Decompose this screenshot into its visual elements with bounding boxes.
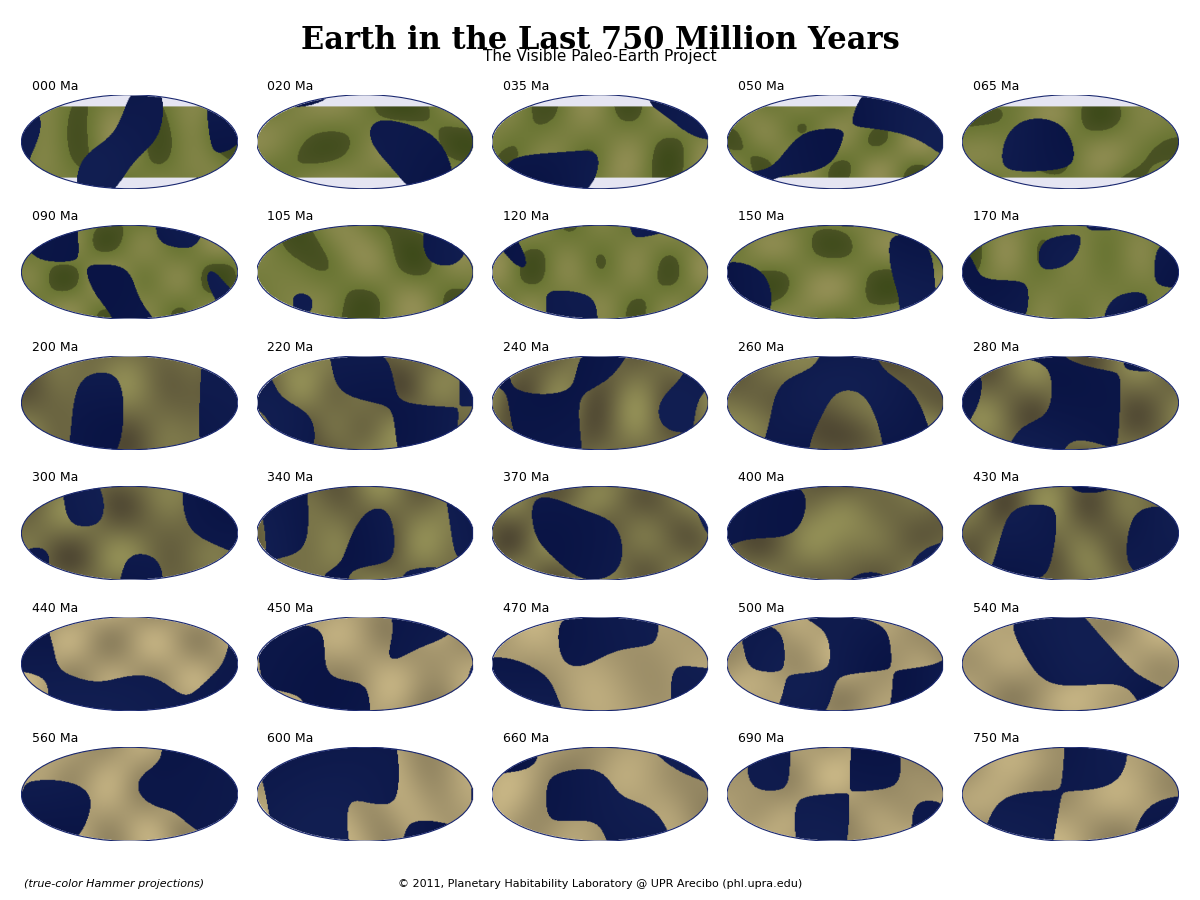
Text: 400 Ma: 400 Ma [738,472,785,484]
Text: Earth in the Last 750 Million Years: Earth in the Last 750 Million Years [301,25,899,56]
Text: (true-color Hammer projections): (true-color Hammer projections) [24,879,204,889]
Text: 105 Ma: 105 Ma [268,211,314,223]
Text: 430 Ma: 430 Ma [973,472,1019,484]
Text: 065 Ma: 065 Ma [973,80,1020,93]
Text: 470 Ma: 470 Ma [503,602,550,615]
Text: 500 Ma: 500 Ma [738,602,785,615]
Text: 540 Ma: 540 Ma [973,602,1020,615]
Text: 300 Ma: 300 Ma [32,472,79,484]
Text: 220 Ma: 220 Ma [268,341,313,354]
Text: 200 Ma: 200 Ma [32,341,79,354]
Text: 120 Ma: 120 Ma [503,211,548,223]
Text: 600 Ma: 600 Ma [268,733,314,745]
Text: 090 Ma: 090 Ma [32,211,79,223]
Text: 440 Ma: 440 Ma [32,602,78,615]
Text: 260 Ma: 260 Ma [738,341,784,354]
Text: 050 Ma: 050 Ma [738,80,785,93]
Text: 020 Ma: 020 Ma [268,80,314,93]
Text: 035 Ma: 035 Ma [503,80,550,93]
Text: 280 Ma: 280 Ma [973,341,1020,354]
Text: The Visible Paleo-Earth Project: The Visible Paleo-Earth Project [484,50,716,65]
Text: © 2011, Planetary Habitability Laboratory @ UPR Arecibo (phl.upra.edu): © 2011, Planetary Habitability Laborator… [398,879,802,889]
Text: 170 Ma: 170 Ma [973,211,1020,223]
Text: 750 Ma: 750 Ma [973,733,1020,745]
Text: 560 Ma: 560 Ma [32,733,79,745]
Text: 450 Ma: 450 Ma [268,602,314,615]
Text: 370 Ma: 370 Ma [503,472,550,484]
Text: 660 Ma: 660 Ma [503,733,548,745]
Text: 340 Ma: 340 Ma [268,472,313,484]
Text: 690 Ma: 690 Ma [738,733,784,745]
Text: 000 Ma: 000 Ma [32,80,79,93]
Text: 240 Ma: 240 Ma [503,341,548,354]
Text: 150 Ma: 150 Ma [738,211,785,223]
